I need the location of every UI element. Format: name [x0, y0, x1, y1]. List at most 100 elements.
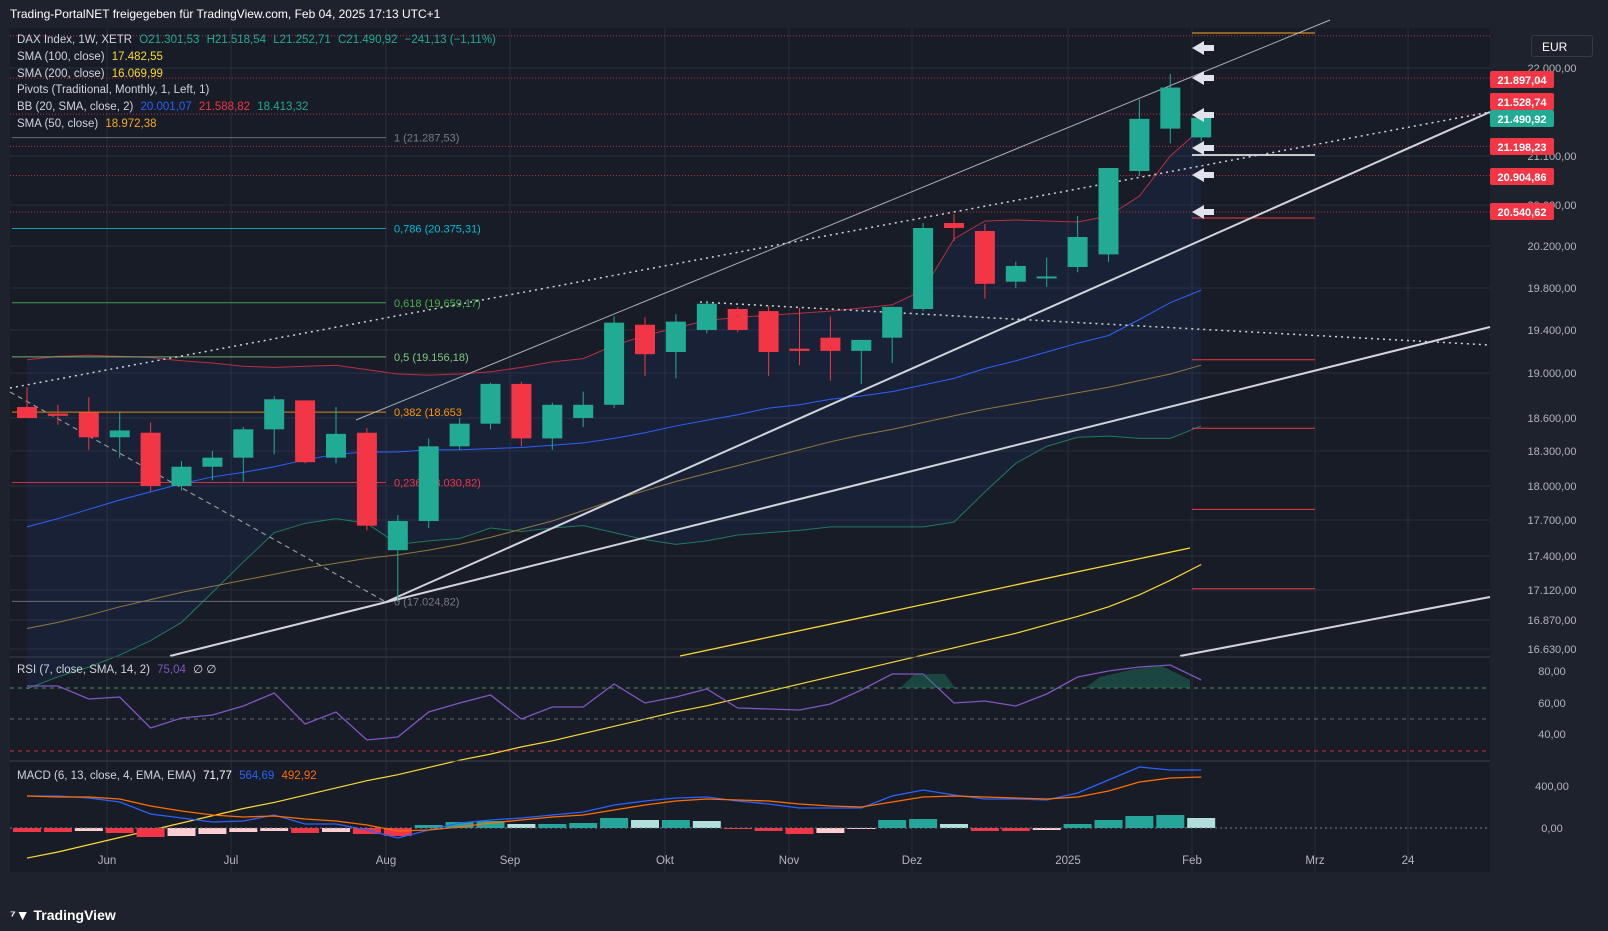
price-tick-label: 16.870,00 — [1528, 615, 1577, 627]
price-label-text: 21.198,23 — [1498, 142, 1547, 154]
macd-histogram-bar — [1001, 828, 1030, 831]
macd-histogram-bar — [414, 825, 443, 828]
header-title: Trading-PortalNET freigegeben für Tradin… — [10, 7, 441, 21]
macd-histogram-bar — [940, 824, 968, 828]
arrow-marker — [1192, 108, 1214, 122]
fib-level-label: 0,618 (19.659,17) — [394, 298, 481, 310]
candle-body — [1005, 265, 1026, 282]
candle-body — [727, 309, 748, 330]
price-tick-label: 17.120,00 — [1528, 585, 1577, 597]
macd-histogram-bar — [1156, 815, 1185, 828]
legend-change: −241,13 (−1,11%) — [404, 34, 496, 46]
candle-body — [449, 423, 470, 447]
macd-histogram-bar — [383, 828, 412, 836]
macd-histogram-bar — [1094, 820, 1123, 828]
price-tick-label: 18.300,00 — [1528, 446, 1577, 458]
candle-body — [542, 404, 563, 439]
rsi-overbought-fill — [900, 674, 955, 688]
candle-body — [573, 404, 594, 418]
price-label-text: 21.528,74 — [1498, 97, 1548, 109]
macd-histogram-bar — [322, 828, 350, 832]
candle-body — [789, 348, 810, 351]
price-chart[interactable]: 22.000,0021.100,0020.600,0020.200,0019.8… — [0, 0, 1608, 896]
candle-body — [1036, 276, 1057, 279]
macd-histogram-bar — [631, 820, 659, 828]
macd-histogram-bar — [754, 828, 783, 831]
trend-line-bottom — [1179, 596, 1491, 657]
macd-histogram-bar — [74, 828, 103, 831]
legend-macd-line: 564,69 — [239, 770, 275, 782]
macd-histogram-bar — [198, 828, 227, 834]
price-label-box — [1490, 71, 1554, 88]
macd-histogram-bar — [878, 820, 907, 828]
time-tick-label: Jul — [224, 855, 239, 867]
legend-sma200: SMA (200, close) 16.069,99 — [17, 68, 167, 80]
macd-histogram-bar — [291, 828, 320, 833]
price-label-box — [1490, 138, 1554, 155]
legend-pivots-label: Pivots (Traditional, Monthly, 1, Left, 1… — [17, 84, 210, 96]
tradingview-logo: ⁷▼ TradingView — [10, 907, 116, 923]
legend-symbol: DAX Index, 1W, XETR — [17, 34, 133, 46]
fib-level-label: 0,786 (20.375,31) — [394, 223, 481, 235]
candle-body — [202, 457, 223, 467]
macd-histogram-bar — [538, 824, 567, 828]
legend-macd-signal: 492,92 — [281, 770, 317, 782]
candle-body — [109, 430, 130, 438]
macd-histogram-bar — [1187, 818, 1216, 828]
legend-close: C21.490,92 — [338, 34, 398, 46]
candle-body — [1129, 118, 1150, 171]
bottom-bar — [0, 896, 1608, 931]
arrow-marker — [1192, 71, 1214, 85]
macd-histogram-bar — [816, 828, 845, 833]
time-tick-label: Feb — [1182, 855, 1202, 867]
candle-body — [356, 432, 377, 526]
bb-fill — [27, 128, 1202, 689]
macd-histogram-bar — [661, 820, 690, 828]
price-tick-label: 18.600,00 — [1528, 413, 1577, 425]
legend-sma50: SMA (50, close) 18.972,38 — [17, 118, 161, 130]
sma200-line — [679, 547, 1191, 657]
macd-histogram-bar — [229, 828, 258, 832]
arrow-marker — [1192, 205, 1214, 219]
currency-selector[interactable]: EUR — [1531, 35, 1593, 57]
price-tick-label: 19.800,00 — [1528, 283, 1577, 295]
macd-line — [27, 766, 1202, 839]
legend-rsi-extra: ∅ ∅ — [193, 664, 217, 676]
macd-histogram-bar — [445, 822, 474, 828]
legend-pivots: Pivots (Traditional, Monthly, 1, Left, 1… — [17, 84, 213, 96]
macd-histogram-bar — [167, 828, 196, 836]
rsi-line — [27, 664, 1202, 741]
price-tick-label: 20.200,00 — [1528, 241, 1577, 253]
legend-sma50-value: 18.972,38 — [105, 118, 157, 130]
candle-body — [882, 306, 903, 338]
legend-main: DAX Index, 1W, XETR O21.301,53 H21.518,5… — [17, 34, 500, 46]
fib-level-label: 0,5 (19.156,18) — [394, 352, 469, 364]
macd-histogram-bar — [569, 823, 598, 828]
candle-body — [17, 407, 37, 418]
candle-body — [78, 412, 99, 438]
legend-sma50-label: SMA (50, close) — [17, 118, 99, 130]
time-tick-label: Jun — [98, 855, 117, 867]
candle-body — [944, 223, 964, 228]
macd-histogram-bar — [105, 828, 134, 833]
macd-histogram-bar — [1063, 824, 1092, 828]
candle-body — [480, 383, 501, 424]
price-label-text: 20.904,86 — [1498, 172, 1547, 184]
candle-body — [913, 228, 934, 309]
macd-histogram-bar — [1032, 828, 1061, 830]
macd-histogram-bar — [136, 828, 165, 837]
fib-level-label: 0 (17.024,82) — [394, 596, 459, 608]
candle-body — [696, 303, 717, 330]
fib-level-label: 0,382 (18.653 — [394, 407, 462, 419]
macd-histogram-bar — [723, 828, 752, 829]
bb-lower-line — [26, 425, 1202, 690]
legend-sma200-label: SMA (200, close) — [17, 68, 105, 80]
time-tick-label: 2025 — [1055, 855, 1081, 867]
macd-histogram-bar — [600, 818, 629, 828]
candle-body — [418, 446, 439, 521]
macd-histogram-bar — [260, 828, 289, 831]
candle-body — [233, 429, 254, 458]
arrow-marker — [1192, 168, 1214, 182]
arrow-marker — [1192, 41, 1214, 55]
tradingview-logo-mark: ⁷▼ — [10, 907, 30, 923]
